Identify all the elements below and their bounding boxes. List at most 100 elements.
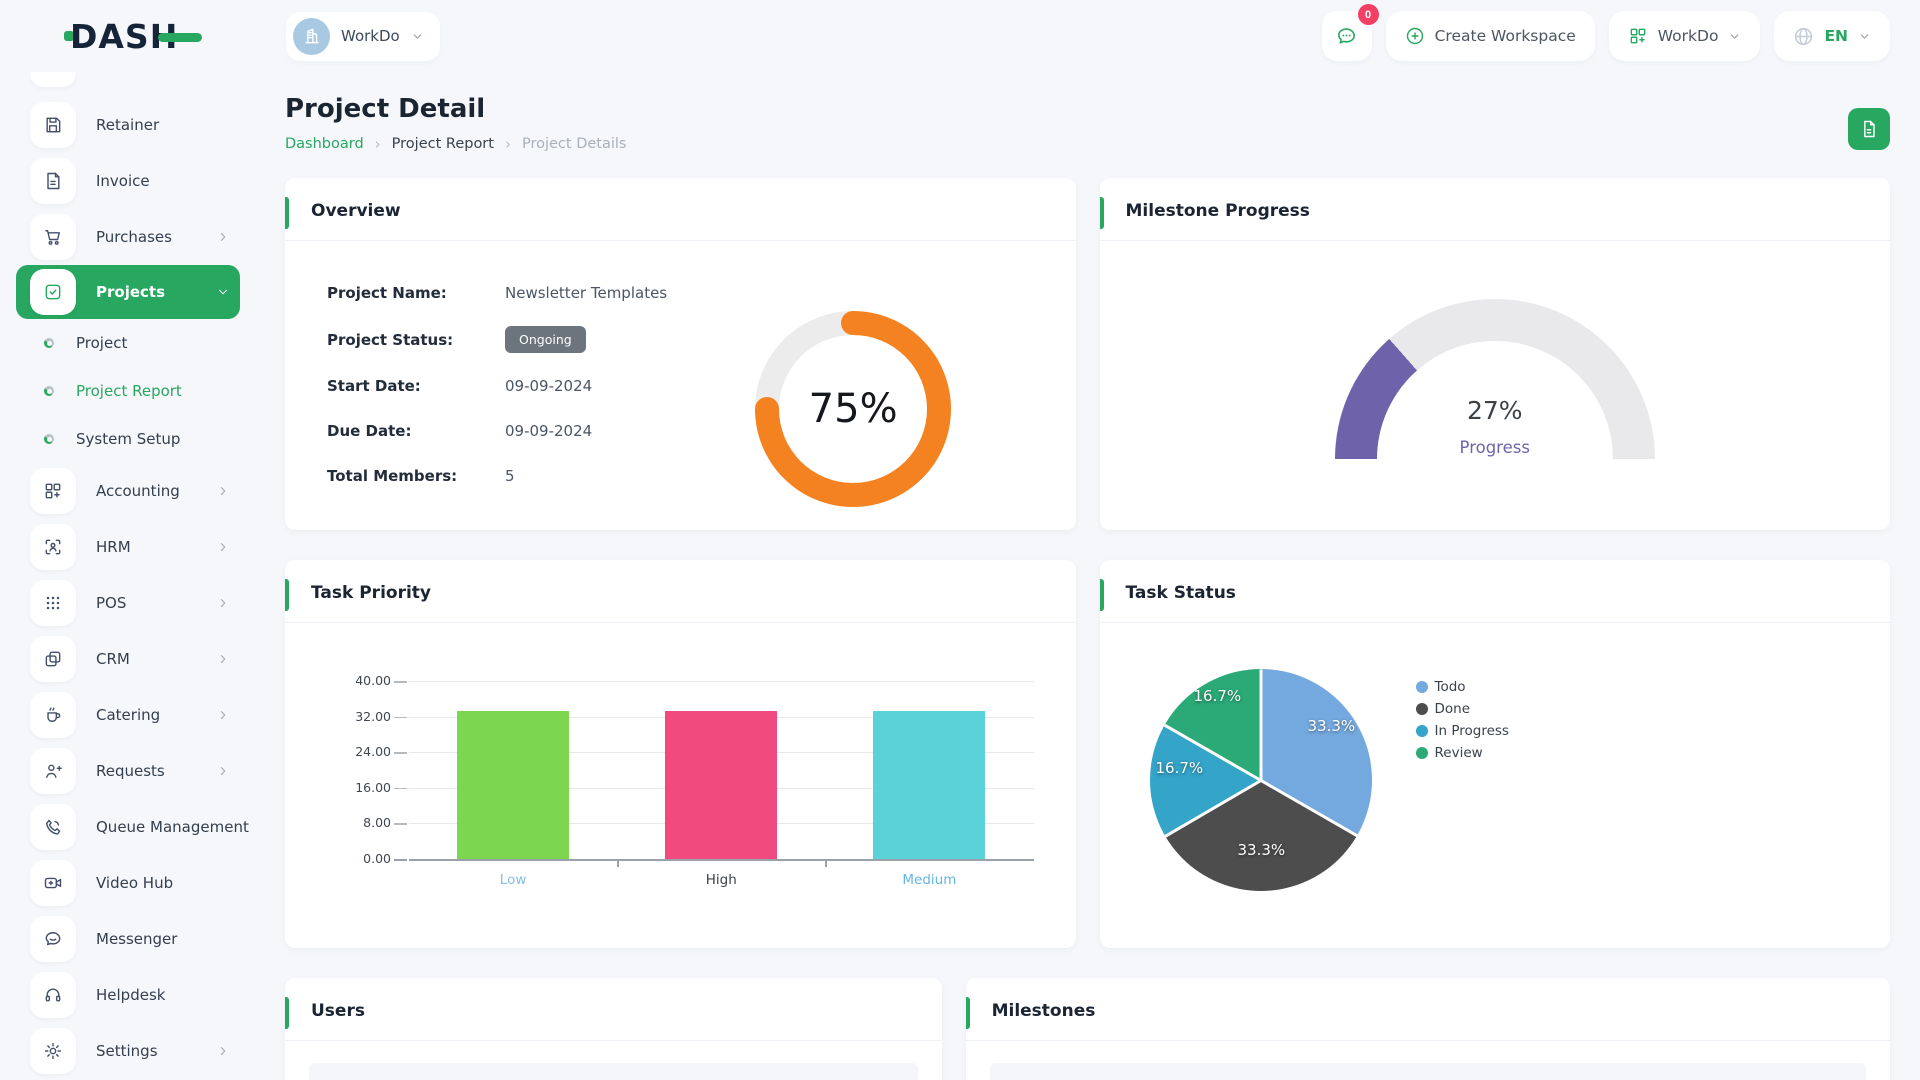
chevron-down-icon	[1731, 33, 1739, 39]
gauge-label: Progress	[1459, 438, 1530, 457]
x-label-low[interactable]: Low	[499, 872, 527, 888]
breadcrumb-separator: ›	[504, 135, 511, 153]
copy-icon	[30, 636, 76, 682]
page-title: Project Detail	[285, 94, 486, 124]
sidebar-item-catering[interactable]: Catering	[16, 687, 240, 743]
chevron-down-icon	[1860, 33, 1869, 39]
pie-label-review: 16.7%	[1193, 687, 1242, 705]
overview-fields: Project Name: Newsletter Templates Proje…	[327, 273, 667, 507]
pie-label-todo: 33.3%	[1307, 717, 1356, 735]
card-title-milestones: Milestones	[991, 1001, 1096, 1021]
sidebar-item-purchases[interactable]: Purchases	[16, 209, 240, 265]
pie-legend: Todo Done In Progress Review	[1415, 679, 1509, 761]
logo-dot-accent	[64, 31, 74, 41]
users-table-header: NAME ASSIGNED TASKS DONE TASKS	[309, 1063, 918, 1080]
dots-grid-icon	[30, 580, 76, 626]
building-icon	[293, 17, 330, 55]
milestone-gauge-chart: 27% Progress	[1334, 299, 1655, 459]
workdo-menu-button[interactable]: WorkDo	[1608, 11, 1761, 61]
sidebar-subitem-project[interactable]: Project	[16, 319, 250, 367]
messages-button[interactable]: 0	[1321, 4, 1379, 61]
file-export-icon	[1864, 120, 1875, 138]
milestones-card: Milestones NAME PROGRESS COST STATUS STA…	[965, 978, 1890, 1080]
pie-label-in-progress: 16.7%	[1155, 759, 1204, 777]
legend-item-review[interactable]: Review	[1415, 745, 1509, 761]
create-workspace-button[interactable]: Create Workspace	[1385, 11, 1595, 61]
sidebar-item-retainer[interactable]: Retainer	[16, 97, 240, 153]
sidebar-item-settings[interactable]: Settings	[16, 1023, 240, 1079]
card-title-milestone-progress: Milestone Progress	[1125, 201, 1310, 221]
sidebar-subitem-system-setup[interactable]: System Setup	[16, 415, 250, 463]
export-button[interactable]	[1848, 108, 1890, 150]
invoice-icon	[30, 158, 76, 204]
chat-bubble-icon	[30, 916, 76, 962]
chevron-right-icon	[220, 599, 226, 607]
sidebar-item-messenger[interactable]: Messenger	[16, 911, 240, 967]
chevron-right-icon	[220, 767, 226, 775]
completion-donut-chart: 75%	[755, 311, 952, 507]
sidebar-item-invoice[interactable]: Invoice	[16, 153, 240, 209]
sidebar-item-hrm[interactable]: HRM	[16, 519, 240, 575]
grid-plus-icon	[30, 468, 76, 514]
sidebar-item-requests[interactable]: Requests	[16, 743, 240, 799]
sidebar-item-projects[interactable]: Projects	[16, 265, 240, 319]
breadcrumb-separator: ›	[374, 135, 381, 153]
sidebar-item-accounting[interactable]: Accounting	[16, 463, 240, 519]
field-due-date: Due Date: 09-09-2024	[327, 422, 593, 440]
phone-icon	[30, 804, 76, 850]
bar-high	[665, 710, 778, 859]
bar-medium	[873, 710, 986, 859]
sidebar-item-partial[interactable]	[30, 72, 76, 87]
legend-item-todo[interactable]: Todo	[1415, 679, 1509, 695]
task-status-pie-chart: 33.3% 33.3% 16.7% 16.7% Todo Done In Pro…	[1100, 623, 1891, 891]
overview-card: Overview Project Name: Newsletter Templa…	[285, 178, 1076, 530]
field-total-members: Total Members: 5	[327, 467, 515, 485]
main-content: Project Detail Dashboard › Project Repor…	[250, 72, 1920, 1080]
sidebar-item-helpdesk[interactable]: Helpdesk	[16, 967, 240, 1023]
completion-percent: 75%	[808, 386, 898, 432]
card-title-users: Users	[311, 1001, 365, 1021]
bullet-icon	[44, 434, 54, 444]
chevron-right-icon	[220, 487, 226, 495]
task-priority-bar-chart: 40.00 32.00 24.00 16.00 8.00 0.00 Low Hi…	[285, 623, 1076, 888]
x-label-medium[interactable]: Medium	[902, 872, 957, 888]
video-icon	[30, 860, 76, 906]
check-square-icon	[30, 269, 76, 315]
notification-badge: 0	[1357, 4, 1379, 25]
chevron-down-icon	[413, 33, 421, 39]
sidebar-item-queue-management[interactable]: Queue Management	[16, 799, 249, 855]
chevron-right-icon	[220, 1047, 226, 1055]
task-priority-card: Task Priority 40.00 32.00 24.00 16.00 8.…	[285, 560, 1076, 948]
sidebar-item-pos[interactable]: POS	[16, 575, 240, 631]
legend-item-in-progress[interactable]: In Progress	[1415, 723, 1509, 739]
card-title-task-status: Task Status	[1125, 583, 1236, 603]
sidebar: Retainer Invoice Purchases Projects Proj…	[0, 72, 250, 1080]
gauge-percent: 27%	[1466, 396, 1523, 425]
plus-circle-icon	[1406, 27, 1423, 45]
globe-icon	[1795, 27, 1813, 45]
field-project-name: Project Name: Newsletter Templates	[327, 284, 668, 302]
logo-dash-accent	[158, 32, 203, 42]
language-selector[interactable]: EN	[1774, 11, 1890, 61]
headset-icon	[30, 972, 76, 1018]
bullet-icon	[44, 386, 54, 396]
legend-item-done[interactable]: Done	[1415, 701, 1509, 717]
chevron-right-icon	[220, 233, 226, 241]
sidebar-subitem-project-report[interactable]: Project Report	[16, 367, 250, 415]
breadcrumb-dashboard[interactable]: Dashboard	[285, 136, 364, 152]
bullet-icon	[44, 338, 54, 348]
workspace-selector[interactable]: WorkDo	[286, 11, 440, 61]
x-label-high[interactable]: High	[705, 872, 737, 888]
pie-label-done: 33.3%	[1237, 841, 1286, 859]
bar-low	[457, 710, 570, 859]
chevron-right-icon	[220, 655, 226, 663]
breadcrumb: Dashboard › Project Report › Project Det…	[285, 135, 1890, 153]
breadcrumb-project-report[interactable]: Project Report	[391, 136, 494, 152]
sidebar-item-video-hub[interactable]: Video Hub	[16, 855, 240, 911]
sidebar-item-crm[interactable]: CRM	[16, 631, 240, 687]
coffee-icon	[30, 692, 76, 738]
user-scan-icon	[30, 524, 76, 570]
users-card: Users NAME ASSIGNED TASKS DONE TASKS	[285, 978, 942, 1080]
chevron-right-icon	[220, 543, 226, 551]
chevron-down-icon	[219, 289, 227, 295]
